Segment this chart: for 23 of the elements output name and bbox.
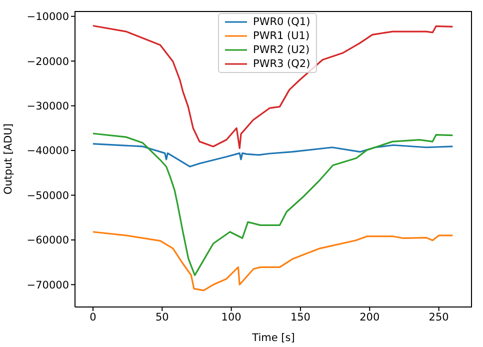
line-series [92, 24, 454, 150]
legend-label: PWR0 (Q1) [253, 16, 310, 28]
y-tick-label: −70000 [26, 279, 69, 292]
x-tick-label: 250 [428, 311, 449, 324]
x-tick-label: 50 [155, 311, 169, 324]
legend-label: PWR3 (Q2) [253, 58, 310, 70]
y-tick-label: −10000 [26, 11, 69, 24]
x-tick-label: 100 [221, 311, 242, 324]
x-tick-label: 150 [290, 311, 310, 324]
legend-label: PWR2 (U2) [253, 44, 310, 56]
line-series [92, 231, 454, 292]
y-axis-title: Output [ADU] [2, 124, 15, 194]
legend-label: PWR1 (U1) [253, 30, 310, 42]
x-tick-label: 200 [360, 311, 380, 324]
y-tick-label: −60000 [26, 234, 69, 247]
x-tick-label: 0 [90, 311, 96, 324]
line-series [92, 132, 454, 276]
y-tick-label: −50000 [26, 190, 69, 202]
y-tick-label: −40000 [26, 145, 69, 158]
y-tick-label: −20000 [26, 56, 69, 68]
y-tick-label: −30000 [26, 100, 69, 113]
line-series [92, 143, 454, 168]
x-axis-title: Time [s] [251, 332, 295, 344]
